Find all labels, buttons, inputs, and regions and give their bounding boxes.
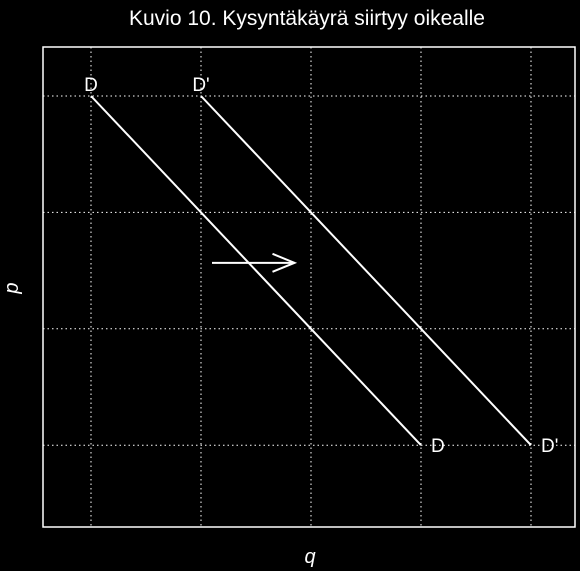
demand-curve-d-line bbox=[90, 95, 422, 446]
chart-title: Kuvio 10. Kysyntäkäyrä siirtyy oikealle bbox=[129, 7, 485, 30]
series-group: D D D' D' bbox=[84, 75, 558, 457]
x-axis-label: q bbox=[304, 546, 315, 568]
grid bbox=[43, 47, 575, 527]
demand-curve-d-prime-start-label: D' bbox=[192, 75, 209, 96]
y-axis-label: p bbox=[1, 282, 23, 294]
shift-arrow bbox=[212, 252, 298, 273]
plot-frame bbox=[42, 46, 576, 528]
demand-curve-d-start-label: D bbox=[84, 75, 98, 96]
demand-curve-d-end-label: D bbox=[431, 436, 445, 457]
shift-arrow-head bbox=[272, 252, 298, 273]
demand-curve-d-prime-line bbox=[200, 95, 532, 446]
demand-curve-d-prime-end-label: D' bbox=[541, 436, 558, 457]
annotations-group bbox=[212, 252, 298, 273]
